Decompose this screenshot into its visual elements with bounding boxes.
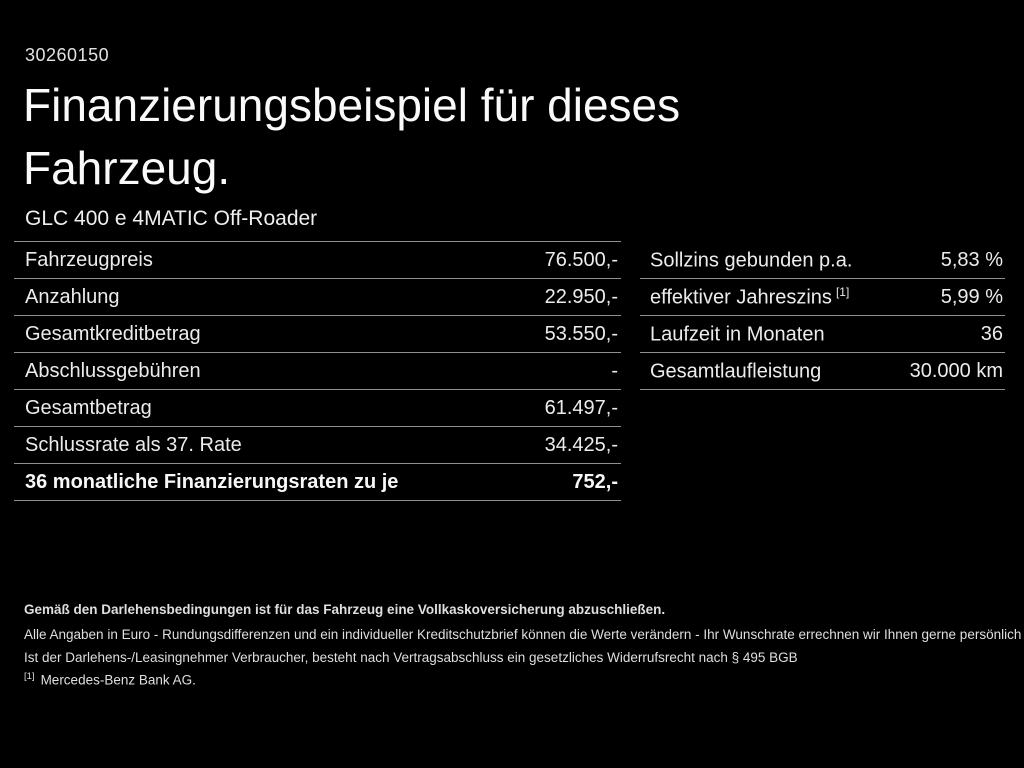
table-row-sollzins: Sollzins gebunden p.a. 5,83 % (640, 242, 1005, 279)
insurance-note: Gemäß den Darlehensbedingungen ist für d… (24, 602, 666, 617)
footnote: [1] Mercedes-Benz Bank AG. (24, 671, 196, 688)
document-number: 30260150 (25, 45, 110, 65)
financing-table-right: Sollzins gebunden p.a. 5,83 % effektiver… (640, 242, 1005, 390)
table-row-laufzeit: Laufzeit in Monaten 36 (640, 316, 1005, 353)
row-value: 5,83 % (940, 248, 1003, 271)
row-label: Laufzeit in Monaten (650, 323, 825, 346)
row-value: 76.500,- (544, 248, 618, 271)
row-value: 752,- (572, 470, 618, 493)
row-value: 34.425,- (544, 433, 618, 456)
row-label: Gesamtbetrag (25, 396, 152, 419)
row-label: Schlussrate als 37. Rate (25, 433, 242, 456)
table-row-gesamtbetrag: Gesamtbetrag 61.497,- (14, 390, 621, 427)
disclaimer-line-1: Alle Angaben in Euro - Rundungsdifferenz… (24, 627, 1022, 642)
table-row-abschlussgebuehren: Abschlussgebühren - (14, 353, 621, 390)
footnote-marker: [1] (24, 671, 35, 682)
row-label: effektiver Jahreszins [1] (650, 284, 850, 309)
financing-table-left: Fahrzeugpreis 76.500,- Anzahlung 22.950,… (14, 241, 621, 501)
table-row-fahrzeugpreis: Fahrzeugpreis 76.500,- (14, 242, 621, 279)
table-row-schlussrate: Schlussrate als 37. Rate 34.425,- (14, 427, 621, 464)
table-row-gesamtkreditbetrag: Gesamtkreditbetrag 53.550,- (14, 316, 621, 353)
row-value: - (611, 359, 618, 382)
row-label: Abschlussgebühren (25, 359, 201, 382)
page-title-line-1: Finanzierungsbeispiel für dieses (23, 79, 681, 131)
footnote-text: Mercedes-Benz Bank AG. (40, 672, 196, 688)
disclaimer-line-2: Ist der Darlehens-/Leasingnehmer Verbrau… (24, 650, 798, 665)
row-value: 36 (980, 322, 1003, 345)
row-label: Sollzins gebunden p.a. (650, 249, 853, 272)
row-value: 61.497,- (544, 396, 618, 419)
row-value: 30.000 km (909, 359, 1003, 382)
footnote-ref: [1] (835, 284, 850, 299)
row-label: Gesamtkreditbetrag (25, 322, 201, 345)
row-label: Gesamtlaufleistung (650, 360, 822, 383)
table-row-effektiver-jahreszins: effektiver Jahreszins [1] 5,99 % (640, 279, 1005, 316)
table-row-anzahlung: Anzahlung 22.950,- (14, 279, 621, 316)
row-label: Anzahlung (25, 285, 120, 308)
row-label: Fahrzeugpreis (25, 248, 153, 271)
row-value: 53.550,- (544, 322, 618, 345)
page-title: Finanzierungsbeispiel für dieses Fahrzeu… (23, 74, 680, 200)
page-title-line-2: Fahrzeug. (23, 142, 231, 194)
table-row-gesamtlaufleistung: Gesamtlaufleistung 30.000 km (640, 353, 1005, 390)
table-row-monatsraten: 36 monatliche Finanzierungsraten zu je 7… (14, 464, 621, 501)
row-value: 5,99 % (940, 285, 1003, 308)
vehicle-model: GLC 400 e 4MATIC Off-Roader (25, 207, 318, 230)
row-value: 22.950,- (544, 285, 618, 308)
row-label: 36 monatliche Finanzierungsraten zu je (25, 470, 399, 493)
